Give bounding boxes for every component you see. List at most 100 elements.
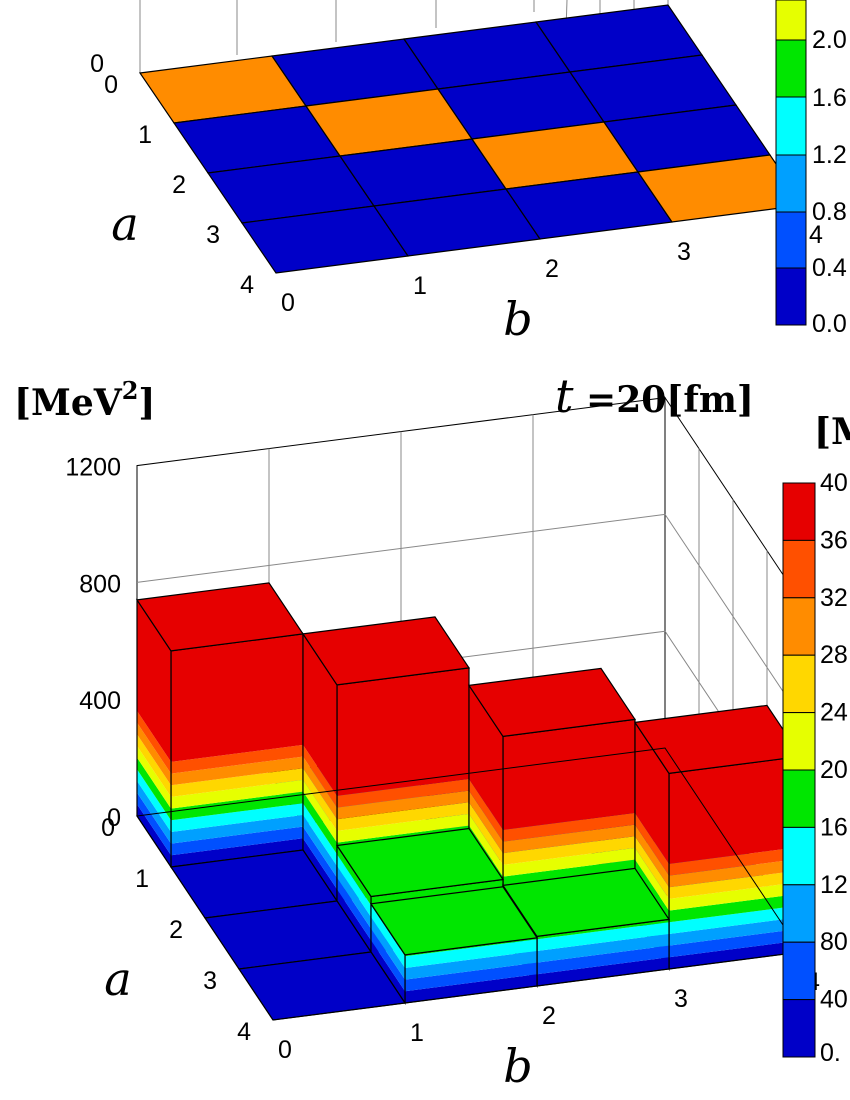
bar-band	[503, 719, 635, 830]
colorbar-segment	[775, 211, 807, 269]
y-tick-label: 3	[206, 221, 220, 249]
bar-band	[137, 599, 171, 762]
bar-band	[171, 826, 303, 856]
bar-band	[503, 824, 635, 854]
bar-band	[137, 722, 171, 786]
bar-band	[469, 790, 503, 854]
bar-band	[337, 778, 469, 808]
bar-band	[303, 815, 337, 878]
bar-band	[337, 889, 371, 952]
bar-band	[303, 756, 337, 820]
z-tick-label: 0	[107, 804, 121, 832]
bar-band	[137, 769, 171, 832]
bar-band	[405, 951, 537, 980]
bar-band	[303, 791, 337, 855]
grid-line	[664, 514, 802, 719]
bar-band	[337, 667, 469, 796]
bar-band	[303, 768, 337, 831]
colorbar-label: 40	[820, 469, 848, 497]
bar-band	[635, 722, 669, 864]
bar-band	[669, 893, 801, 923]
bar-band	[137, 710, 171, 774]
x-tick-label: 1	[410, 1019, 424, 1047]
colorbar-label: 1.2	[812, 141, 847, 169]
colorbar-label: 24	[820, 699, 848, 727]
bar-top	[501, 867, 671, 938]
y-tick-label: 0	[101, 814, 115, 842]
bar-band	[171, 744, 303, 774]
bar-band	[137, 781, 171, 844]
bar-band	[405, 974, 537, 1003]
bar-band	[669, 928, 801, 958]
bar-cell	[633, 704, 803, 971]
bar-band	[503, 847, 635, 877]
colorbar-label: 0.0	[812, 310, 847, 338]
grid-line	[136, 513, 666, 583]
bar-band	[137, 745, 171, 809]
x-axis-label: b	[503, 292, 532, 346]
bar-band	[303, 779, 337, 843]
bar-band	[137, 734, 171, 797]
bar-band	[669, 881, 801, 911]
bar-band	[303, 633, 337, 796]
y-tick-label: 3	[203, 967, 217, 995]
colorbar-segment	[775, 0, 807, 41]
y-tick-label: 1	[135, 865, 149, 893]
bar-band	[337, 802, 469, 831]
bar-band	[171, 756, 303, 786]
bar-band	[171, 803, 303, 832]
z-tick-label: 0	[90, 50, 104, 78]
colorbar-label: 0.4	[812, 254, 847, 282]
bar-band	[669, 858, 801, 888]
bar-band	[635, 824, 669, 888]
bottom-panel: 012340123404008001200ba40363228242016128…	[65, 395, 848, 1093]
bar-band	[537, 934, 669, 963]
bar-band	[669, 756, 801, 864]
colorbar-label: 0.8	[812, 198, 847, 226]
bar-cell	[135, 582, 305, 869]
bar-band	[635, 847, 669, 911]
colorbar-segment	[775, 39, 807, 98]
colorbar-segment	[782, 654, 816, 714]
bar-band	[337, 813, 469, 843]
y-tick-label: 0	[104, 71, 118, 99]
bar-top	[335, 827, 505, 898]
colorbar-label: 16	[820, 813, 848, 841]
colorbar-label: 40	[820, 986, 848, 1014]
x-tick-label: 1	[413, 272, 427, 300]
bar-band	[469, 778, 503, 842]
bar-band	[371, 940, 405, 1003]
z-tick-label: 800	[79, 570, 121, 598]
z-tick-label: 1200	[65, 454, 121, 482]
bar-band	[669, 905, 801, 934]
y-tick-label: 4	[240, 271, 254, 299]
bar-band	[635, 836, 669, 899]
colorbar-label: 0.	[820, 1039, 841, 1067]
bar-band	[469, 685, 503, 830]
bar-band	[537, 957, 669, 986]
y-tick-label: 4	[237, 1018, 251, 1046]
z-tick-label: 400	[79, 687, 121, 715]
bar-band	[303, 803, 337, 866]
colorbar-title: [M	[814, 411, 850, 453]
colorbar-label: 20	[820, 756, 848, 784]
bar-band	[635, 812, 669, 876]
y-axis-label: a	[111, 197, 138, 251]
bar-band	[337, 854, 371, 917]
bar-band	[337, 790, 469, 820]
y-tick-label: 2	[169, 916, 183, 944]
colorbar-label: 32	[820, 584, 848, 612]
bar-top	[301, 616, 471, 686]
x-tick-label: 3	[674, 985, 688, 1013]
y-tick-label: 1	[138, 121, 152, 149]
colorbar-label: 28	[820, 641, 848, 669]
bar-band	[171, 838, 303, 867]
bar-band	[303, 826, 337, 890]
y-tick-label: 2	[172, 171, 186, 199]
bar-band	[171, 768, 303, 797]
bar-band	[337, 845, 371, 906]
x-tick-label: 2	[542, 1002, 556, 1030]
colorbar-label: 80	[820, 928, 848, 956]
